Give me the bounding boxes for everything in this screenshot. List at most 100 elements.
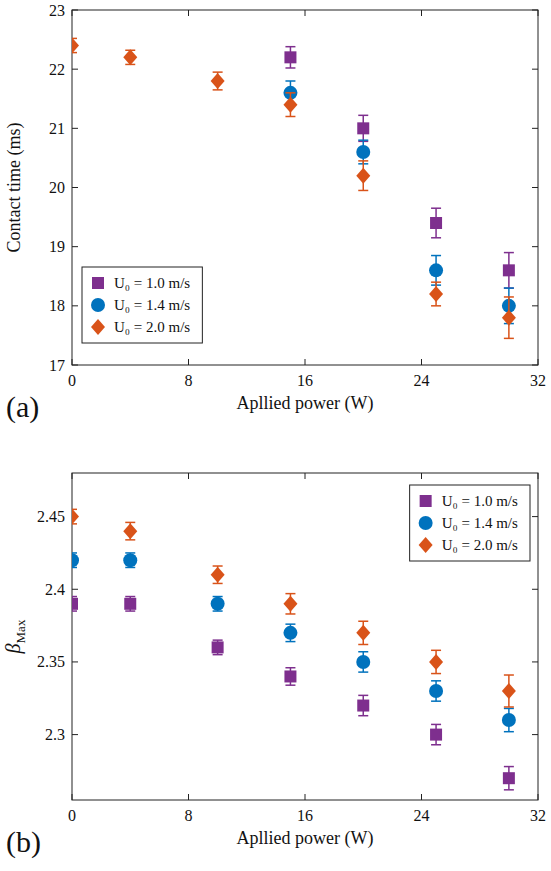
- error-cap: [504, 252, 514, 254]
- point: [429, 654, 443, 670]
- error-cap: [285, 46, 295, 48]
- x-tick-label: 32: [530, 807, 546, 824]
- error-cap: [285, 116, 295, 118]
- error-cap: [125, 610, 135, 612]
- error-cap: [213, 583, 223, 585]
- x-tick: [421, 473, 422, 479]
- legend-label: U₀ = 2.0 m/s: [442, 537, 518, 553]
- y-tick: [72, 365, 78, 366]
- error-cap: [431, 650, 441, 652]
- point: [357, 700, 369, 712]
- x-axis-title: Apllied power (W): [237, 393, 374, 414]
- error-cap: [358, 115, 368, 117]
- x-tick: [72, 359, 73, 365]
- y-tick: [72, 246, 78, 247]
- legend: U₀ = 1.0 m/sU₀ = 1.4 m/sU₀ = 2.0 m/s: [82, 267, 202, 343]
- y-tick: [532, 246, 538, 247]
- error-cap: [125, 539, 135, 541]
- error-cap: [213, 654, 223, 656]
- panel-label: (a): [6, 390, 39, 424]
- x-tick: [421, 10, 422, 16]
- y-tick: [532, 734, 538, 735]
- error-bar: [213, 640, 223, 655]
- point: [211, 567, 225, 583]
- y-tick-label: 21: [49, 120, 65, 137]
- point: [430, 217, 442, 229]
- series: [72, 553, 516, 732]
- x-tick-label: 32: [530, 372, 546, 389]
- error-bar: [504, 767, 514, 790]
- error-cap: [125, 522, 135, 524]
- series: [284, 47, 514, 288]
- legend-box: [82, 267, 202, 343]
- x-tick: [421, 359, 422, 365]
- error-cap: [285, 623, 295, 625]
- x-tick: [188, 794, 189, 800]
- point: [72, 598, 78, 610]
- point: [429, 263, 443, 277]
- x-tick-label: 8: [185, 807, 193, 824]
- y-tick: [532, 128, 538, 129]
- point: [284, 670, 296, 682]
- error-cap: [431, 700, 441, 702]
- y-tick: [532, 187, 538, 188]
- point: [283, 97, 297, 113]
- y-tick: [72, 69, 78, 70]
- x-tick-label: 8: [185, 372, 193, 389]
- point: [72, 553, 79, 567]
- panel: 0816243217181920212223Apllied power (W)C…: [4, 2, 546, 425]
- error-cap: [72, 610, 77, 612]
- x-tick: [72, 473, 73, 479]
- y-tick: [532, 589, 538, 590]
- legend-label: U₀ = 2.0 m/s: [114, 319, 190, 335]
- point: [123, 523, 137, 539]
- x-tick-label: 24: [414, 807, 430, 824]
- error-cap: [358, 715, 368, 717]
- x-tick: [188, 473, 189, 479]
- legend-marker: [419, 516, 433, 530]
- point: [430, 729, 442, 741]
- y-tick: [72, 589, 78, 590]
- legend-marker: [419, 537, 433, 553]
- plot-frame: [72, 473, 538, 800]
- point: [124, 598, 136, 610]
- x-tick: [538, 10, 539, 16]
- x-tick-label: 0: [68, 372, 76, 389]
- error-bar: [504, 253, 514, 289]
- point: [503, 264, 515, 276]
- x-tick: [305, 359, 306, 365]
- point: [357, 122, 369, 134]
- panel: 081624322.32.352.42.45Apllied power (W)β…: [2, 473, 546, 859]
- series: [72, 597, 515, 790]
- x-tick: [72, 794, 73, 800]
- y-axis-title-part: β: [2, 643, 25, 654]
- error-bar: [72, 597, 77, 612]
- error-bar: [285, 47, 295, 68]
- y-tick-label: 23: [49, 2, 65, 19]
- legend-marker: [91, 319, 105, 335]
- error-cap: [358, 671, 368, 673]
- y-tick-label: 19: [49, 238, 65, 255]
- series: [283, 81, 515, 324]
- error-cap: [358, 620, 368, 622]
- error-cap: [431, 305, 441, 307]
- error-cap: [504, 708, 514, 710]
- error-cap: [504, 338, 514, 340]
- error-cap: [285, 92, 295, 94]
- error-cap: [504, 287, 514, 289]
- y-tick-label: 2.45: [37, 508, 65, 525]
- y-tick-label: 2.4: [45, 581, 65, 598]
- y-tick-label: 2.3: [45, 726, 65, 743]
- panel-label: (b): [6, 825, 41, 859]
- error-cap: [358, 139, 368, 141]
- point: [283, 626, 297, 640]
- x-axis-title: Apllied power (W): [237, 828, 374, 849]
- y-tick: [532, 69, 538, 70]
- point: [502, 713, 516, 727]
- x-tick: [305, 794, 306, 800]
- point: [123, 49, 137, 65]
- error-bar: [431, 208, 441, 238]
- y-tick: [72, 187, 78, 188]
- y-tick: [72, 734, 78, 735]
- x-tick: [305, 473, 306, 479]
